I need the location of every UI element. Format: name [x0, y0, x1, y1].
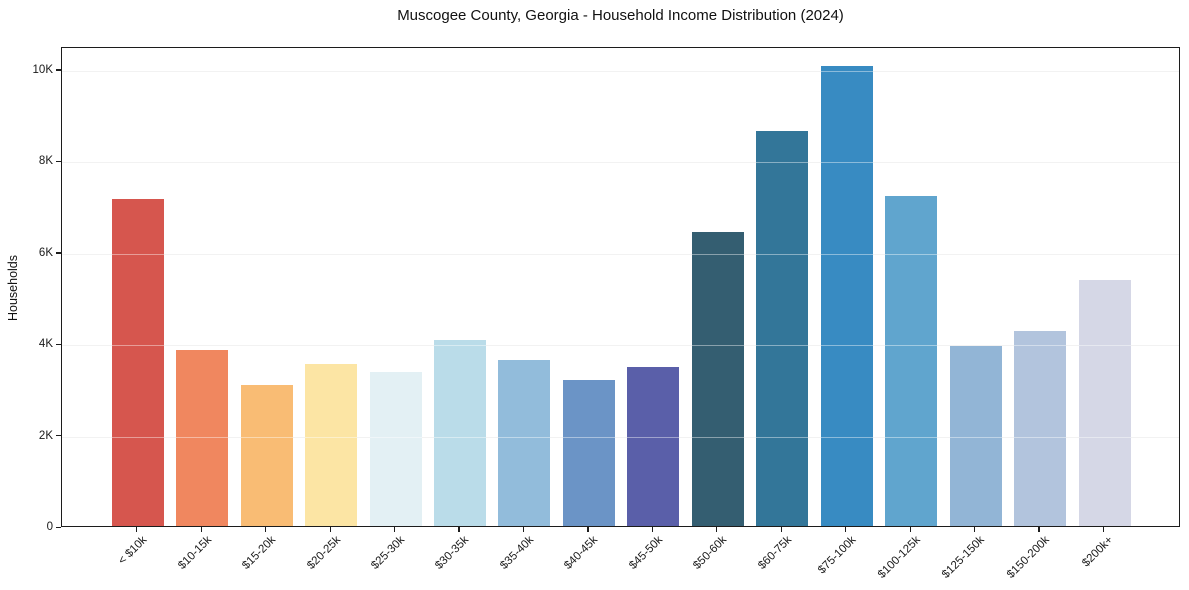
x-tick-label: $100-125k [875, 534, 923, 581]
x-tick-label: $60-75k [755, 534, 794, 572]
x-tick-label: $50-60k [691, 534, 730, 572]
bar-$40-45k [562, 379, 615, 526]
gridline-overlay [62, 253, 1179, 255]
x-tick-mark [1102, 527, 1105, 532]
x-tick-mark [265, 527, 267, 532]
x-tick-label: $75-100k [815, 534, 859, 577]
bar-$75-100k [820, 66, 873, 526]
x-tick-mark [393, 527, 396, 532]
y-tick-label: 4K [38, 338, 53, 351]
bar-$15-20k [240, 385, 293, 526]
gridline [62, 345, 1179, 347]
y-tick-mark [56, 435, 61, 437]
x-tick-label: < $10k [116, 534, 150, 568]
x-tick-mark [716, 527, 718, 532]
x-tick-label: $150-200k [1004, 534, 1052, 581]
gridline [62, 162, 1179, 164]
x-tick-mark [200, 527, 202, 532]
gridline-overlay [62, 162, 1179, 164]
y-tick-label: 8K [38, 155, 53, 168]
bar-$30-35k [434, 339, 486, 526]
gridline-overlay [62, 436, 1179, 438]
x-tick-label: $40-45k [562, 534, 601, 572]
y-tick-label: 10K [32, 63, 53, 76]
x-tick-mark [651, 527, 654, 532]
y-axis-label: Households [6, 255, 20, 322]
bar-$35-40k [498, 359, 551, 526]
x-tick-label: $30-35k [433, 534, 472, 572]
bar-$150-200k [1014, 330, 1067, 526]
x-tick-mark [845, 527, 847, 532]
gridline-overlay [62, 70, 1179, 72]
bar-$45-50k [627, 366, 680, 526]
y-tick-label: 2K [38, 429, 53, 442]
bar-$20-25k [305, 363, 358, 526]
bar-$10-15k [176, 349, 229, 526]
bar-$60-75k [756, 131, 809, 526]
bar-$25-30k [369, 371, 422, 526]
y-tick-mark [56, 252, 61, 254]
x-tick-label: $35-40k [498, 534, 536, 572]
bar-$100-125k [885, 195, 938, 526]
x-tick-mark [587, 527, 589, 532]
x-tick-label: $45-50k [626, 534, 665, 572]
y-tick-mark [56, 343, 61, 345]
x-tick-mark [780, 527, 782, 532]
x-tick-mark [1038, 527, 1040, 532]
x-tick-mark [136, 527, 138, 532]
gridline [62, 70, 1179, 72]
gridline [62, 436, 1179, 438]
x-tick-mark [522, 527, 525, 532]
y-tick-mark [56, 526, 61, 528]
y-tick-mark [56, 69, 61, 71]
gridline-overlay [62, 345, 1179, 347]
x-tick-label: $200k+ [1080, 534, 1116, 570]
gridline [62, 253, 1179, 255]
x-tick-mark [909, 527, 911, 532]
x-tick-mark [329, 527, 331, 532]
x-tick-label: $20-25k [304, 534, 343, 572]
plot-area [61, 47, 1180, 527]
y-tick-label: 6K [38, 246, 53, 259]
x-tick-mark [974, 527, 976, 532]
bar-$200k+ [1078, 279, 1131, 526]
x-tick-mark [458, 527, 460, 532]
x-tick-label: $15-20k [240, 534, 279, 572]
bar-$50-60k [691, 231, 744, 526]
bar-$125-150k [949, 345, 1002, 526]
y-tick-label: 0 [46, 521, 53, 533]
y-tick-mark [56, 160, 61, 163]
bar-< $10k [111, 198, 164, 526]
chart-title: Muscogee County, Georgia - Household Inc… [397, 7, 844, 24]
x-tick-label: $25-30k [369, 534, 408, 572]
x-tick-label: $125-150k [940, 534, 988, 581]
x-tick-label: $10-15k [175, 534, 214, 572]
